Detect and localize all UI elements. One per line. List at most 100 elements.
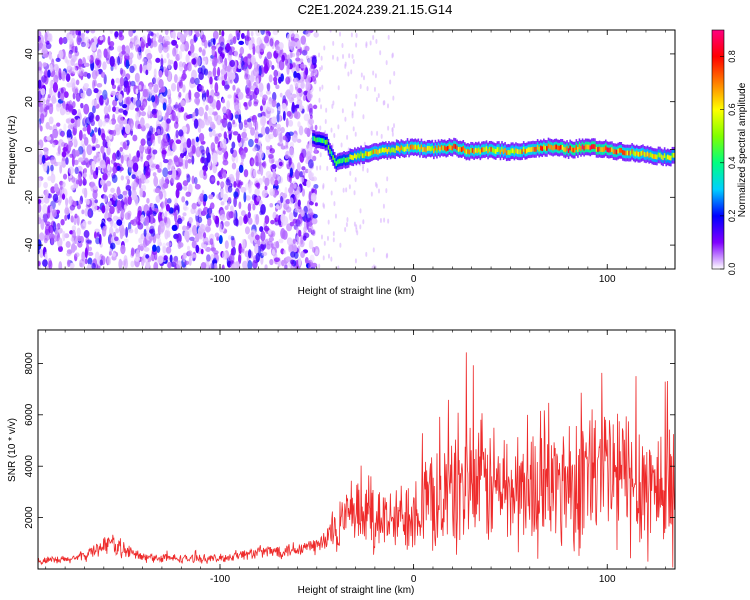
heatmap-noise-cell [176,111,181,119]
heatmap-noise-cell [129,42,135,50]
heatmap-noise-cell [208,194,214,200]
heatmap-noise-cell [96,82,103,88]
heatmap-sparse-cell [321,84,324,90]
heatmap-sparse-cell [359,83,362,89]
heatmap-ridge-core [535,146,537,152]
heatmap-noise-cell [120,209,125,219]
heatmap-noise-cell [67,59,72,71]
heatmap-noise-cell [160,86,166,93]
heatmap-noise-cell [45,121,50,130]
heatmap-ridge-core [476,148,479,154]
heatmap-noise-cell [98,118,103,128]
heatmap-noise-cell [71,176,76,183]
heatmap-noise-cell [285,137,289,149]
heatmap-noise-cell [178,50,183,60]
heatmap-noise-cell [289,167,294,178]
heatmap-noise-cell [299,208,303,214]
heatmap-noise-cell [247,211,251,219]
heatmap-sparse-cell [350,69,353,75]
heatmap-noise-cell [43,237,48,244]
heatmap-ridge-core [360,151,362,157]
heatmap-noise-cell [119,76,125,87]
heatmap-noise-cell [77,235,82,242]
heatmap-ridge-core [504,147,506,153]
heatmap-noise-cell [75,79,80,86]
snr-series-line [38,352,675,568]
heatmap-noise-cell [308,172,314,179]
heatmap-ridge-core [392,147,395,153]
heatmap-sparse-cell [344,116,347,122]
heatmap-noise-cell [269,148,275,154]
heatmap-noise-cell [209,131,213,138]
heatmap-noise-cell [199,120,205,129]
heatmap-noise-cell [128,30,134,37]
heatmap-ridge-core [639,151,641,157]
heatmap-noise-cell [119,121,124,131]
heatmap-noise-cell [254,244,259,255]
heatmap-noise-cell [290,40,296,48]
heatmap-noise-cell [200,248,204,255]
heatmap-noise-cell [254,129,259,141]
heatmap-sparse-cell [341,108,344,114]
heatmap-ridge-core [499,149,502,155]
heatmap-noise-cell [304,256,309,264]
heatmap-noise-cell [250,57,257,65]
heatmap-sparse-cell [332,40,335,46]
heatmap-noise-cell [195,244,200,254]
heatmap-noise-cell [176,182,183,191]
heatmap-noise-cell [86,88,92,97]
heatmap-noise-cell [128,188,132,197]
heatmap-noise-cell [80,222,87,231]
heatmap-ridge-core [609,147,612,153]
heatmap-noise-cell [309,254,315,263]
heatmap-noise-cell [238,91,244,100]
heatmap-ridge-core [560,144,562,150]
heatmap-sparse-cell [362,163,365,169]
heatmap-noise-cell [61,131,65,138]
heatmap-sparse-cell [319,125,322,131]
heatmap-ridge-core [416,145,418,151]
heatmap-ridge-core [434,145,437,151]
heatmap-noise-cell [242,260,248,269]
heatmap-noise-cell [52,142,56,148]
heatmap-noise-cell [130,247,135,257]
heatmap-noise-cell [40,218,45,230]
heatmap-noise-cell [242,64,247,72]
heatmap-noise-cell [68,166,74,175]
heatmap-noise-cell [196,84,203,92]
heatmap-noise-cell [239,46,245,55]
heatmap-noise-cell [198,71,204,81]
heatmap-ridge-core [400,145,403,151]
heatmap-noise-cell [281,102,287,110]
heatmap-noise-cell [198,233,204,240]
heatmap-noise-cell [87,220,92,225]
heatmap-noise-cell [212,66,217,78]
heatmap-noise-cell [255,30,262,37]
heatmap-noise-cell [95,237,101,245]
heatmap-noise-cell [286,33,292,42]
heatmap-noise-cell [275,160,279,166]
heatmap-noise-cell [183,30,188,38]
heatmap-noise-cell [202,97,206,106]
heatmap-ridge-core [381,147,384,153]
heatmap-noise-cell [165,204,171,212]
heatmap-noise-cell [163,159,169,164]
heatmap-x-axis: -100 0 100 [45,30,666,285]
heatmap-noise-cell [218,235,223,245]
heatmap-noise-cell [269,188,275,197]
heatmap-sparse-cell [323,240,326,246]
heatmap-noise-cell [254,138,259,144]
heatmap-ridge-core [512,148,514,154]
heatmap-noise-cell [54,187,60,193]
heatmap-noise-cell [43,181,48,189]
heatmap-ridge-core [423,146,426,152]
heatmap-ridge-core [597,147,599,152]
heatmap-noise-cell [136,150,141,159]
heatmap-noise-cell [224,205,229,211]
heatmap-noise-cell [225,178,231,186]
heatmap-ridge-core [657,152,660,158]
heatmap-noise-cell [300,71,305,81]
heatmap-sparse-cell [391,52,394,58]
heatmap-noise-cell [152,40,158,48]
heatmap-sparse-cell [332,237,335,243]
